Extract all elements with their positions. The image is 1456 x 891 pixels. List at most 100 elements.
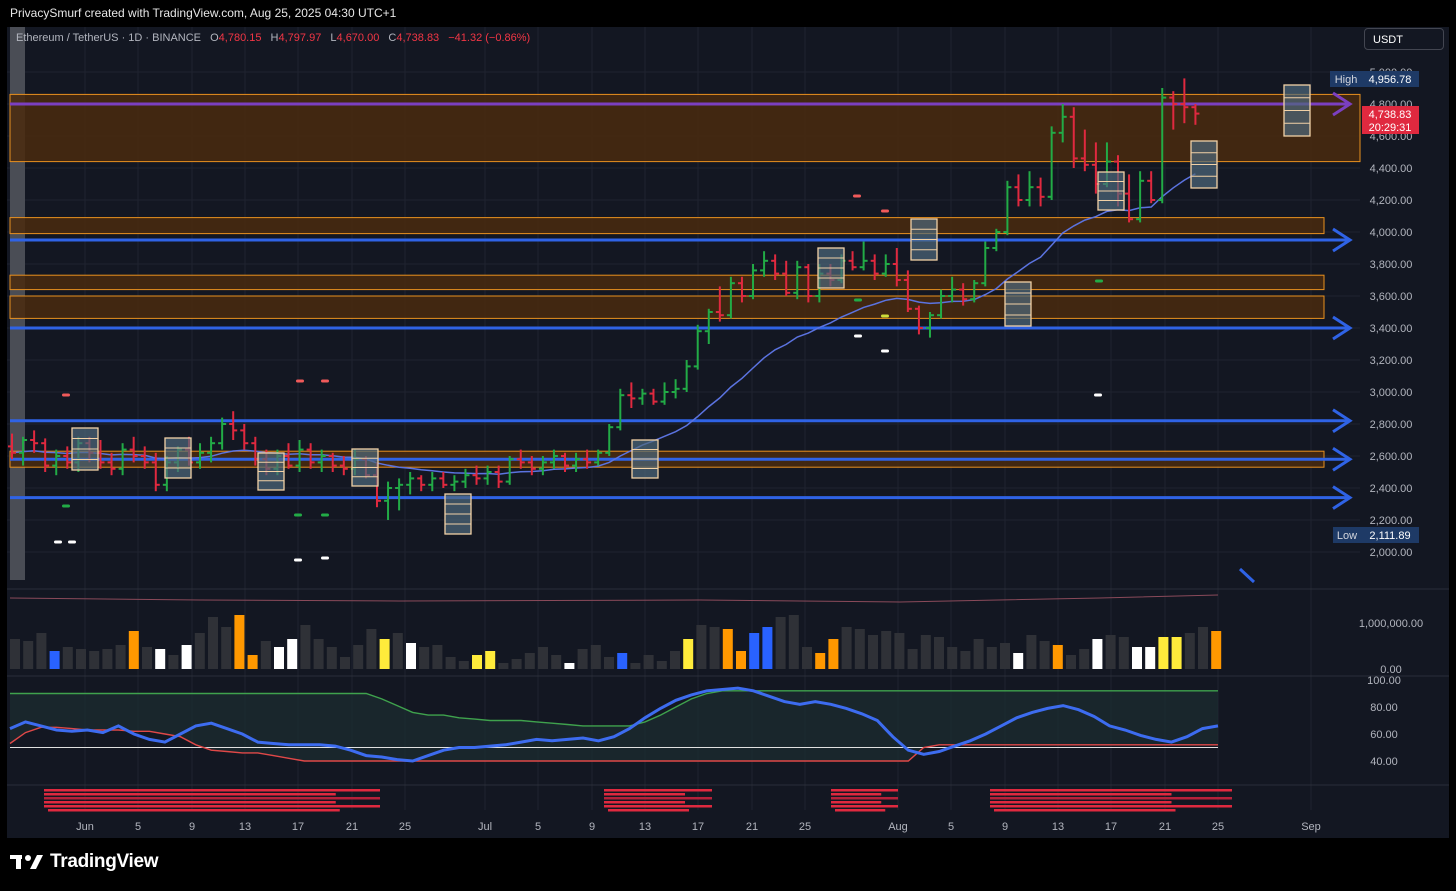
x-tick-label: 17 [1105, 821, 1117, 833]
volume-bar [854, 629, 865, 669]
y-tick-label: 2,000.00 [1370, 547, 1413, 559]
y-tick-label: 3,000.00 [1370, 387, 1413, 399]
symbol-legend: Ethereum / TetherUS · 1D · BINANCE O4,78… [16, 32, 530, 44]
x-tick-label: 25 [1212, 821, 1224, 833]
currency-button[interactable]: USDT [1364, 28, 1444, 50]
volume-bar [168, 655, 179, 669]
pattern-marker-box [631, 439, 659, 479]
pattern-marker-box [164, 437, 192, 479]
low-value: 4,670.00 [336, 32, 380, 44]
signal-strip [990, 805, 1232, 808]
tradingview-logo-icon [10, 855, 43, 869]
x-tick-label: 25 [799, 821, 811, 833]
x-tick-label: 9 [1002, 821, 1008, 833]
volume-bar [828, 639, 839, 669]
volume-bar [1079, 649, 1090, 669]
volume-bar [590, 645, 601, 669]
volume-bar [630, 663, 641, 669]
volume-bars [9, 594, 1222, 669]
volume-bar [247, 655, 258, 669]
y-tick-label: 2,800.00 [1370, 419, 1413, 431]
oscillator-main-line [9, 686, 1219, 763]
volume-bar [1132, 647, 1142, 669]
x-tick-label: 5 [948, 821, 954, 833]
volume-bar [841, 627, 852, 669]
close-label: C [388, 32, 397, 44]
volume-bar [551, 655, 562, 669]
support-lines [10, 91, 1353, 584]
volume-bar [973, 639, 984, 669]
volume-bar [1184, 633, 1195, 669]
low-label: Low [1337, 530, 1357, 542]
volume-bar [472, 655, 482, 669]
volume-bar [49, 651, 60, 669]
signal-strip [831, 793, 882, 796]
price-zone [9, 295, 1325, 319]
volume-bar [907, 649, 918, 669]
y-tick-label: 3,400.00 [1370, 323, 1413, 335]
volume-bar [815, 653, 826, 669]
volume-bar [1013, 653, 1024, 669]
signal-strip [831, 789, 898, 792]
x-axis[interactable]: Jun 5 9 13 17 21 25 Jul 5 9 13 17 21 25 Aug 5 9 13 17 21 25 S… [76, 821, 1321, 833]
volume-bar [340, 657, 350, 669]
close-value: 4,738.83 [396, 32, 440, 44]
pattern-marker-box [1097, 171, 1125, 211]
top-bar: PrivacySmurf created with TradingView.co… [0, 0, 1456, 27]
trend-arrow-fragment [1238, 567, 1256, 584]
oscillator-upper-line [10, 690, 1218, 727]
y-axis[interactable]: 5,000.004,800.004,600.004,400.004,200.00… [1359, 67, 1423, 768]
volume-bar [1039, 641, 1050, 669]
pattern-markers [71, 84, 1311, 535]
last-price-value: 4,738.83 [1369, 109, 1412, 121]
volume-bar [881, 631, 892, 669]
signal-dash [321, 379, 329, 383]
line-arrow [1332, 408, 1353, 434]
volume-bar [89, 651, 100, 669]
tradingview-logo[interactable]: TradingView [10, 851, 159, 873]
line-arrow [1332, 446, 1353, 472]
volume-bar [300, 625, 311, 669]
x-tick-label: Jul [478, 821, 492, 833]
oscillator-tick-label: 100.00 [1367, 675, 1401, 687]
y-tick-label: 4,200.00 [1370, 195, 1413, 207]
oscillator [9, 686, 1219, 763]
y-tick-label: 3,600.00 [1370, 291, 1413, 303]
countdown-value: 20:29:31 [1369, 122, 1412, 134]
change-value: −41.32 (−0.86%) [448, 32, 531, 44]
volume-bar [234, 615, 245, 669]
pattern-marker-box [71, 427, 99, 471]
brand-name: TradingView [50, 851, 159, 872]
signal-dash [68, 540, 76, 544]
symbol-name: Ethereum / TetherUS · 1D · BINANCE [16, 32, 202, 44]
signal-strip [990, 801, 1172, 804]
signal-dash [854, 298, 862, 302]
volume-bar [709, 627, 720, 669]
oscillator-lower-line [9, 726, 1218, 762]
volume-bar [643, 655, 654, 669]
volume-bar [406, 643, 416, 669]
y-tick-label: 3,200.00 [1370, 355, 1413, 367]
x-tick-label: 9 [189, 821, 195, 833]
signal-strip [835, 809, 886, 812]
x-tick-label: Aug [888, 821, 908, 833]
signal-dash [881, 349, 889, 353]
volume-bar [353, 645, 364, 669]
volume-bar [1000, 643, 1010, 669]
volume-bar [762, 627, 773, 669]
volume-bar [736, 651, 746, 669]
signal-strip [831, 801, 882, 804]
x-tick-label: 21 [1159, 821, 1171, 833]
y-tick-label: 2,200.00 [1370, 515, 1413, 527]
volume-bar [181, 645, 192, 669]
signal-strip [604, 793, 685, 796]
signal-strip [604, 801, 685, 804]
signal-dash [321, 556, 329, 560]
x-tick-label: 17 [292, 821, 304, 833]
volume-bar [23, 641, 34, 669]
volume-bar [722, 629, 733, 669]
volume-bar [894, 633, 905, 669]
zones [9, 93, 1361, 468]
signal-dash [881, 314, 889, 318]
